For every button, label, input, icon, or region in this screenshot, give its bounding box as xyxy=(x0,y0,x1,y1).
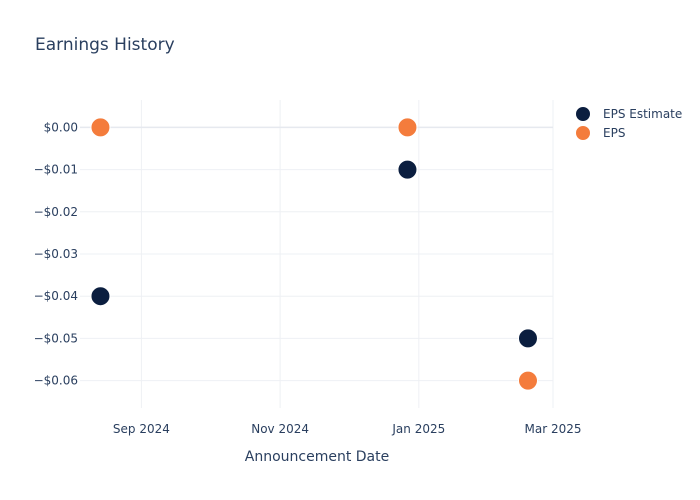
point-eps-estimate[interactable] xyxy=(90,286,111,307)
point-eps[interactable] xyxy=(517,370,538,391)
x-axis-ticks: Sep 2024 Nov 2024 Jan 2025 Mar 2025 xyxy=(113,422,582,436)
data-points xyxy=(90,117,538,391)
y-tick-label: −$0.03 xyxy=(34,247,78,261)
point-eps[interactable] xyxy=(90,117,111,138)
y-tick-label: −$0.06 xyxy=(34,374,78,388)
legend-marker xyxy=(575,106,591,122)
y-tick-label: $0.00 xyxy=(44,120,78,134)
x-tick-label: Jan 2025 xyxy=(391,422,445,436)
point-eps[interactable] xyxy=(397,117,418,138)
y-tick-label: −$0.01 xyxy=(34,163,78,177)
x-tick-label: Mar 2025 xyxy=(525,422,582,436)
y-axis-ticks: $0.00 −$0.01 −$0.02 −$0.03 −$0.04 −$0.05 −$0.0… xyxy=(34,120,78,387)
legend-item-eps[interactable]: EPS xyxy=(575,125,626,141)
y-tick-label: −$0.04 xyxy=(34,289,78,303)
chart-title: Earnings History xyxy=(35,35,175,55)
grid-lines xyxy=(80,100,554,408)
x-tick-label: Nov 2024 xyxy=(251,422,309,436)
point-eps-estimate[interactable] xyxy=(397,159,418,180)
legend[interactable]: EPS Estimate EPS xyxy=(575,106,683,141)
x-axis-title: Announcement Date xyxy=(245,449,389,465)
legend-label: EPS Estimate xyxy=(603,107,682,121)
point-eps-estimate[interactable] xyxy=(517,328,538,349)
legend-marker xyxy=(575,125,591,141)
x-tick-label: Sep 2024 xyxy=(113,422,170,436)
y-tick-label: −$0.02 xyxy=(34,205,78,219)
legend-label: EPS xyxy=(603,126,625,140)
legend-item-eps-estimate[interactable]: EPS Estimate xyxy=(575,106,683,122)
y-tick-label: −$0.05 xyxy=(34,331,78,345)
